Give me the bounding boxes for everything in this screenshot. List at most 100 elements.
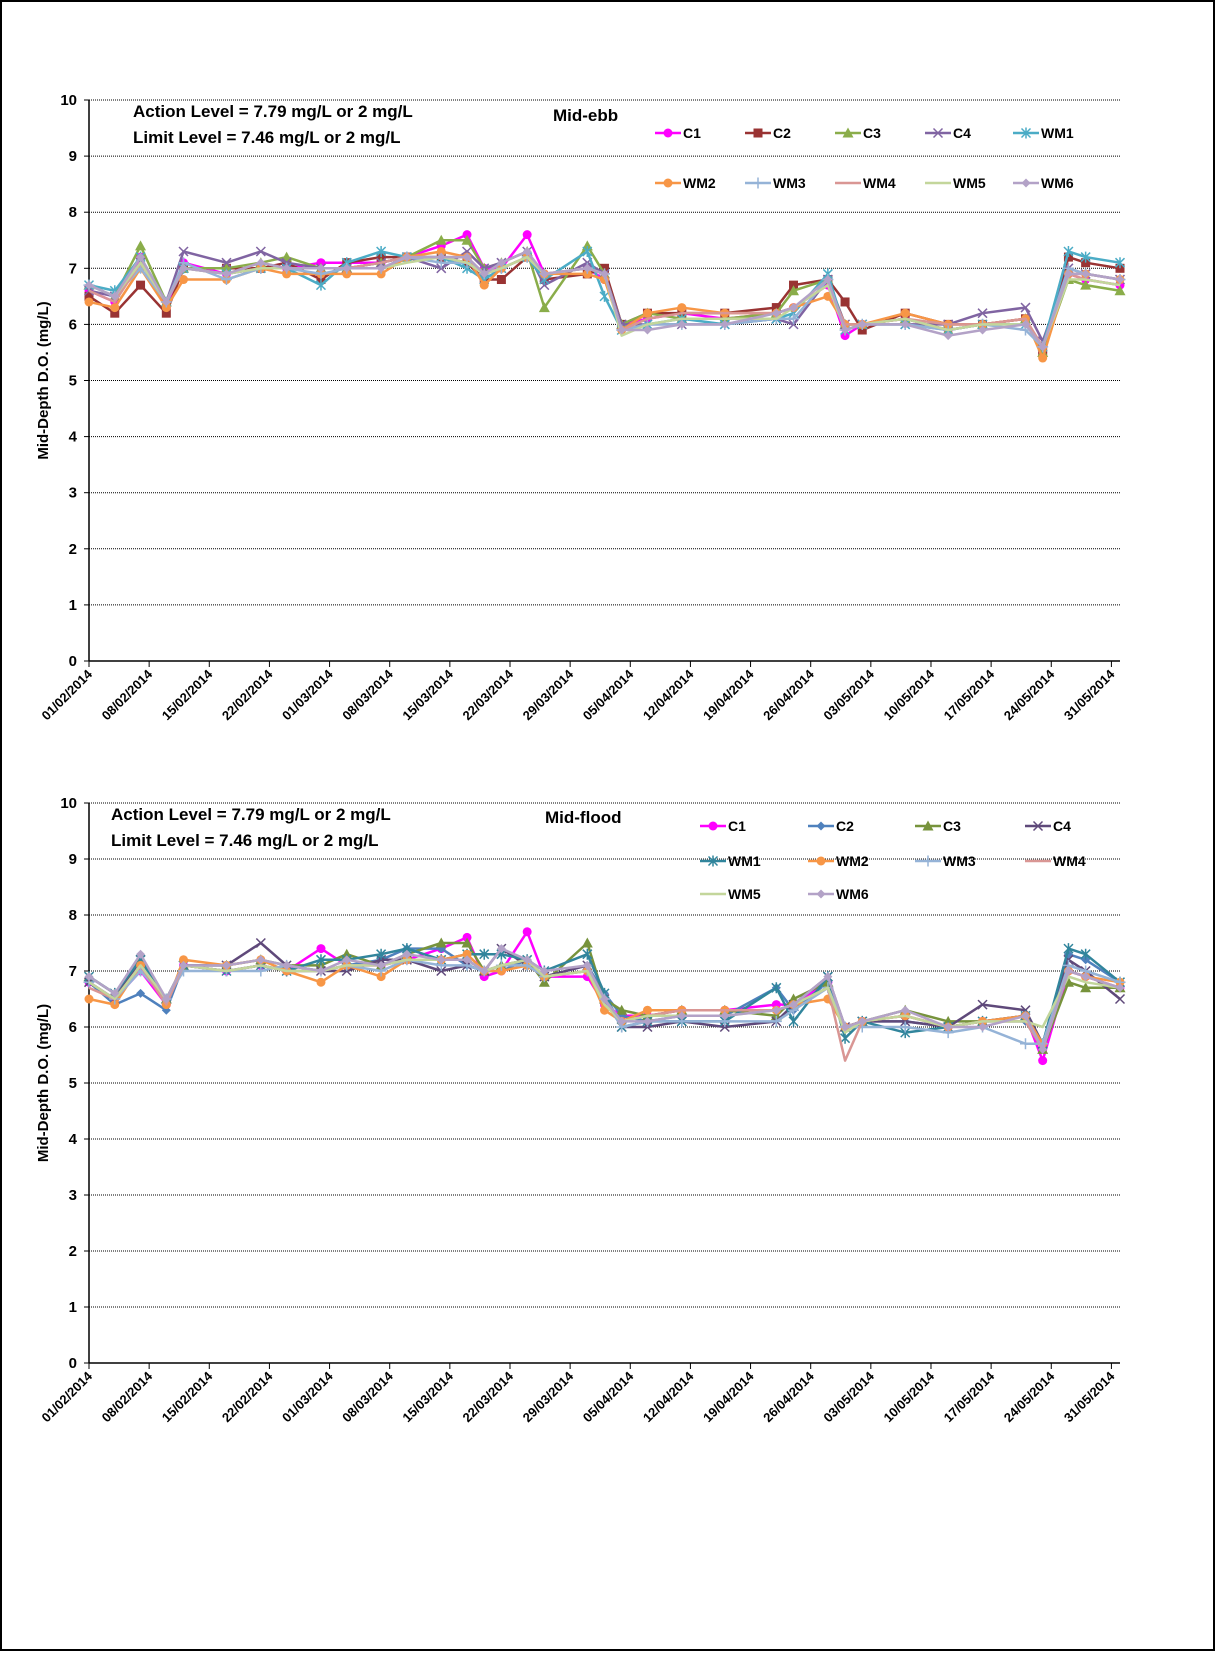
marker	[922, 820, 934, 831]
marker	[1114, 285, 1126, 296]
marker	[462, 252, 472, 262]
marker	[707, 855, 719, 867]
y-tick-label: 7	[69, 963, 77, 980]
x-tick-label: 24/05/2014	[1001, 666, 1058, 723]
x-tick-label: 19/04/2014	[700, 1368, 757, 1425]
marker	[677, 319, 687, 329]
x-tick-label: 26/04/2014	[760, 1368, 817, 1425]
legend-label: WM1	[728, 853, 761, 869]
marker	[136, 988, 146, 998]
marker	[256, 955, 266, 965]
marker	[479, 280, 489, 290]
x-tick-label: 29/03/2014	[520, 666, 577, 723]
marker	[522, 927, 532, 937]
marker	[823, 972, 833, 982]
marker	[582, 269, 592, 279]
x-tick-label: 03/05/2014	[820, 1368, 877, 1425]
marker	[84, 280, 94, 290]
legend-label: C1	[683, 125, 701, 141]
legend-label: C3	[943, 818, 961, 834]
marker	[161, 994, 171, 1004]
marker	[840, 1022, 850, 1032]
y-tick-label: 2	[69, 1243, 77, 1260]
marker	[221, 257, 232, 268]
marker	[943, 331, 953, 341]
marker	[461, 937, 473, 948]
marker	[221, 269, 231, 279]
marker	[617, 325, 627, 335]
marker	[663, 128, 673, 138]
legend-label: C4	[953, 125, 971, 141]
marker	[84, 972, 94, 982]
legend-label: C1	[728, 818, 746, 834]
marker	[1063, 943, 1074, 955]
marker	[788, 319, 799, 330]
x-tick-label: 15/02/2014	[159, 1368, 216, 1425]
marker	[1038, 1056, 1048, 1066]
marker	[977, 999, 988, 1010]
marker	[342, 269, 352, 279]
marker	[539, 269, 549, 279]
marker	[539, 966, 549, 976]
legend-label: WM6	[836, 886, 869, 902]
marker	[461, 234, 473, 245]
marker	[857, 1016, 867, 1026]
y-tick-label: 3	[69, 1187, 77, 1204]
marker	[479, 966, 489, 976]
marker	[789, 280, 799, 290]
marker	[642, 1005, 652, 1015]
marker	[462, 230, 472, 240]
x-tick-label: 31/05/2014	[1061, 1368, 1118, 1425]
marker	[376, 960, 386, 970]
annotation: Limit Level = 7.46 mg/L or 2 mg/L	[111, 831, 379, 850]
marker	[788, 313, 800, 325]
x-tick-label: 22/02/2014	[219, 1368, 276, 1425]
x-tick-label: 15/03/2014	[399, 1368, 456, 1425]
marker	[522, 246, 532, 256]
legend-label: WM3	[943, 853, 976, 869]
marker	[110, 303, 120, 313]
y-axis-label: Mid-Depth D.O. (mg/L)	[35, 301, 52, 459]
marker	[788, 285, 800, 296]
marker	[436, 965, 447, 977]
legend-label: WM5	[728, 886, 761, 902]
marker	[84, 291, 94, 301]
x-tick-label: 10/05/2014	[880, 1368, 937, 1425]
marker	[840, 1032, 851, 1044]
marker	[135, 240, 147, 251]
marker	[1020, 127, 1032, 139]
y-tick-label: 8	[69, 907, 77, 924]
marker	[84, 297, 94, 307]
x-tick-label: 17/05/2014	[941, 1368, 998, 1425]
marker	[677, 303, 687, 313]
marker	[1020, 302, 1031, 313]
marker	[282, 960, 292, 970]
marker	[522, 230, 532, 240]
annotation: Action Level = 7.79 mg/L or 2 mg/L	[133, 102, 413, 121]
marker	[179, 263, 189, 273]
marker	[900, 319, 910, 329]
marker	[136, 949, 146, 959]
marker	[642, 325, 652, 335]
marker	[788, 1015, 799, 1027]
x-tick-label: 05/04/2014	[580, 666, 637, 723]
y-tick-label: 0	[69, 1355, 77, 1372]
marker	[436, 246, 446, 256]
marker	[136, 280, 146, 290]
marker	[376, 252, 386, 262]
y-tick-label: 1	[69, 597, 77, 614]
legend-label: WM4	[863, 175, 896, 191]
x-tick-label: 22/03/2014	[459, 1368, 516, 1425]
marker	[282, 269, 292, 279]
marker	[1114, 993, 1126, 1005]
marker	[435, 234, 447, 245]
legend-label: C2	[836, 818, 854, 834]
marker	[316, 275, 326, 285]
x-tick-label: 19/04/2014	[700, 666, 757, 723]
marker	[900, 308, 910, 318]
legend-label: WM2	[836, 853, 869, 869]
marker	[1020, 319, 1030, 329]
x-tick-label: 01/02/2014	[38, 666, 95, 723]
marker	[179, 955, 189, 965]
marker	[842, 127, 854, 138]
